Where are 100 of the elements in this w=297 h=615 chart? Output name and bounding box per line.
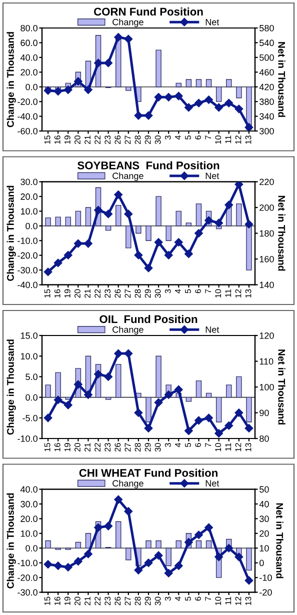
y-tick-label: 0.0 <box>26 394 38 401</box>
x-tick-label: 5 <box>185 136 191 140</box>
x-tick-label: 23 <box>104 596 111 606</box>
x-tick-label: 6 <box>195 136 201 140</box>
x-tick-label: 16 <box>54 443 60 452</box>
y2-axis-title: Net in Thousand <box>276 503 284 578</box>
x-tick-label: 15 <box>44 136 50 144</box>
y2-tick-label: 500 <box>260 54 274 61</box>
x-tick-label: 3 <box>164 443 171 447</box>
x-tick-label: 20 <box>74 135 80 144</box>
y-axis-title: Change in Thousand <box>6 32 16 128</box>
y-tick-label: -10.0 <box>18 238 38 244</box>
x-tick-label: 19 <box>64 289 70 298</box>
y2-tick-label: 380 <box>260 98 274 105</box>
legend-label: Net <box>206 172 220 180</box>
y2-tick-label: 10 <box>260 545 269 552</box>
y2-tick-label: -20 <box>260 589 272 596</box>
x-tick-label: 21 <box>84 136 90 144</box>
y-tick-label: 20.0 <box>20 516 38 522</box>
y-tick-label: 15.0 <box>20 332 38 339</box>
x-tick-label: 7 <box>205 136 211 140</box>
y-tick-label: 0.0 <box>26 545 38 552</box>
x-tick-label: 27 <box>124 596 131 606</box>
x-tick-label: 28 <box>134 596 141 606</box>
x-tick-label: 16 <box>54 136 60 144</box>
y-tick-label: -5.0 <box>22 414 38 422</box>
x-tick-label: 11 <box>225 443 232 451</box>
y-tick-label: 10.0 <box>20 530 38 537</box>
x-tick-label: 22 <box>94 443 100 452</box>
x-tick-label: 19 <box>64 596 70 606</box>
y-tick-label: -20.0 <box>18 252 38 259</box>
y-tick-label: 40.0 <box>20 486 38 493</box>
y-tick-label: -20.0 <box>18 98 38 105</box>
y-tick-label: -10.0 <box>18 435 38 442</box>
chart-title: CHI WHEAT Fund Position <box>79 468 218 477</box>
y2-tick-label: 300 <box>260 128 274 134</box>
x-tick-label: 6 <box>195 289 201 294</box>
legend-label: Net <box>206 326 220 333</box>
y2-axis-title: Net in Thousand <box>278 42 286 117</box>
x-tick-label: 21 <box>84 443 90 452</box>
y2-tick-label: 20 <box>260 530 269 537</box>
x-tick-label: 6 <box>195 443 201 447</box>
x-tick-label: 11 <box>225 596 232 604</box>
x-tick-label: 11 <box>225 136 232 144</box>
y2-tick-label: 200 <box>260 204 274 211</box>
y-axis-title: Change in Thousand <box>6 340 16 435</box>
x-tick-label: 6 <box>195 596 201 601</box>
y-tick-label: -40.0 <box>18 113 38 120</box>
x-tick-label: 3 <box>164 289 171 294</box>
x-tick-label: 29 <box>144 596 151 606</box>
x-tick-label: 13 <box>245 289 252 298</box>
y2-tick-label: 30 <box>260 516 269 522</box>
x-tick-label: 10 <box>215 135 222 144</box>
x-tick-label: 26 <box>114 443 121 452</box>
x-tick-label: 3 <box>164 136 171 140</box>
x-tick-label: 15 <box>44 443 50 452</box>
x-tick-label: 15 <box>44 289 50 298</box>
x-tick-label: 19 <box>64 443 70 452</box>
x-tick-label: 27 <box>124 289 131 298</box>
x-tick-label: 7 <box>205 443 211 447</box>
x-tick-label: 12 <box>235 289 242 298</box>
y-tick-label: -60.0 <box>18 128 38 134</box>
x-tick-label: 5 <box>185 596 191 601</box>
x-tick-label: 4 <box>175 442 181 448</box>
x-tick-label: 21 <box>84 596 90 606</box>
chart-title: OIL Fund Position <box>100 314 198 324</box>
x-tick-label: 12 <box>235 136 242 144</box>
y-tick-label: 30.0 <box>20 178 38 186</box>
x-tick-label: 10 <box>215 442 222 452</box>
y2-tick-label: 100 <box>260 384 274 390</box>
x-tick-label: 16 <box>54 289 60 298</box>
x-tick-label: 10 <box>215 596 222 606</box>
y-tick-label: 20.0 <box>20 69 38 76</box>
x-tick-label: 20 <box>74 289 80 298</box>
x-tick-label: 30 <box>154 596 161 606</box>
y2-tick-label: -10 <box>260 574 272 581</box>
x-tick-label: 29 <box>144 136 151 144</box>
x-tick-label: 19 <box>64 136 70 144</box>
x-tick-label: 11 <box>225 289 232 297</box>
x-tick-label: 5 <box>185 443 191 447</box>
y-tick-label: 0.0 <box>26 84 38 90</box>
y2-tick-label: 110 <box>260 358 274 365</box>
y-tick-label: 80.0 <box>20 24 38 32</box>
y2-tick-label: 50 <box>260 486 269 493</box>
x-tick-label: 12 <box>235 596 242 606</box>
x-tick-label: 29 <box>144 443 151 452</box>
x-tick-label: 23 <box>104 289 111 298</box>
legend-label: Net <box>206 480 220 487</box>
y-tick-label: -10.0 <box>18 560 38 566</box>
y2-tick-label: 180 <box>260 230 274 237</box>
x-tick-label: 30 <box>154 135 161 144</box>
x-tick-label: 20 <box>74 442 80 452</box>
x-tick-label: 27 <box>124 443 131 452</box>
x-tick-label: 27 <box>124 136 131 144</box>
x-tick-label: 22 <box>94 596 100 606</box>
x-tick-label: 26 <box>114 289 121 298</box>
x-tick-label: 22 <box>94 289 100 298</box>
x-tick-label: 26 <box>114 136 121 144</box>
y2-tick-label: 120 <box>260 332 274 339</box>
y-tick-label: 60.0 <box>20 40 38 46</box>
